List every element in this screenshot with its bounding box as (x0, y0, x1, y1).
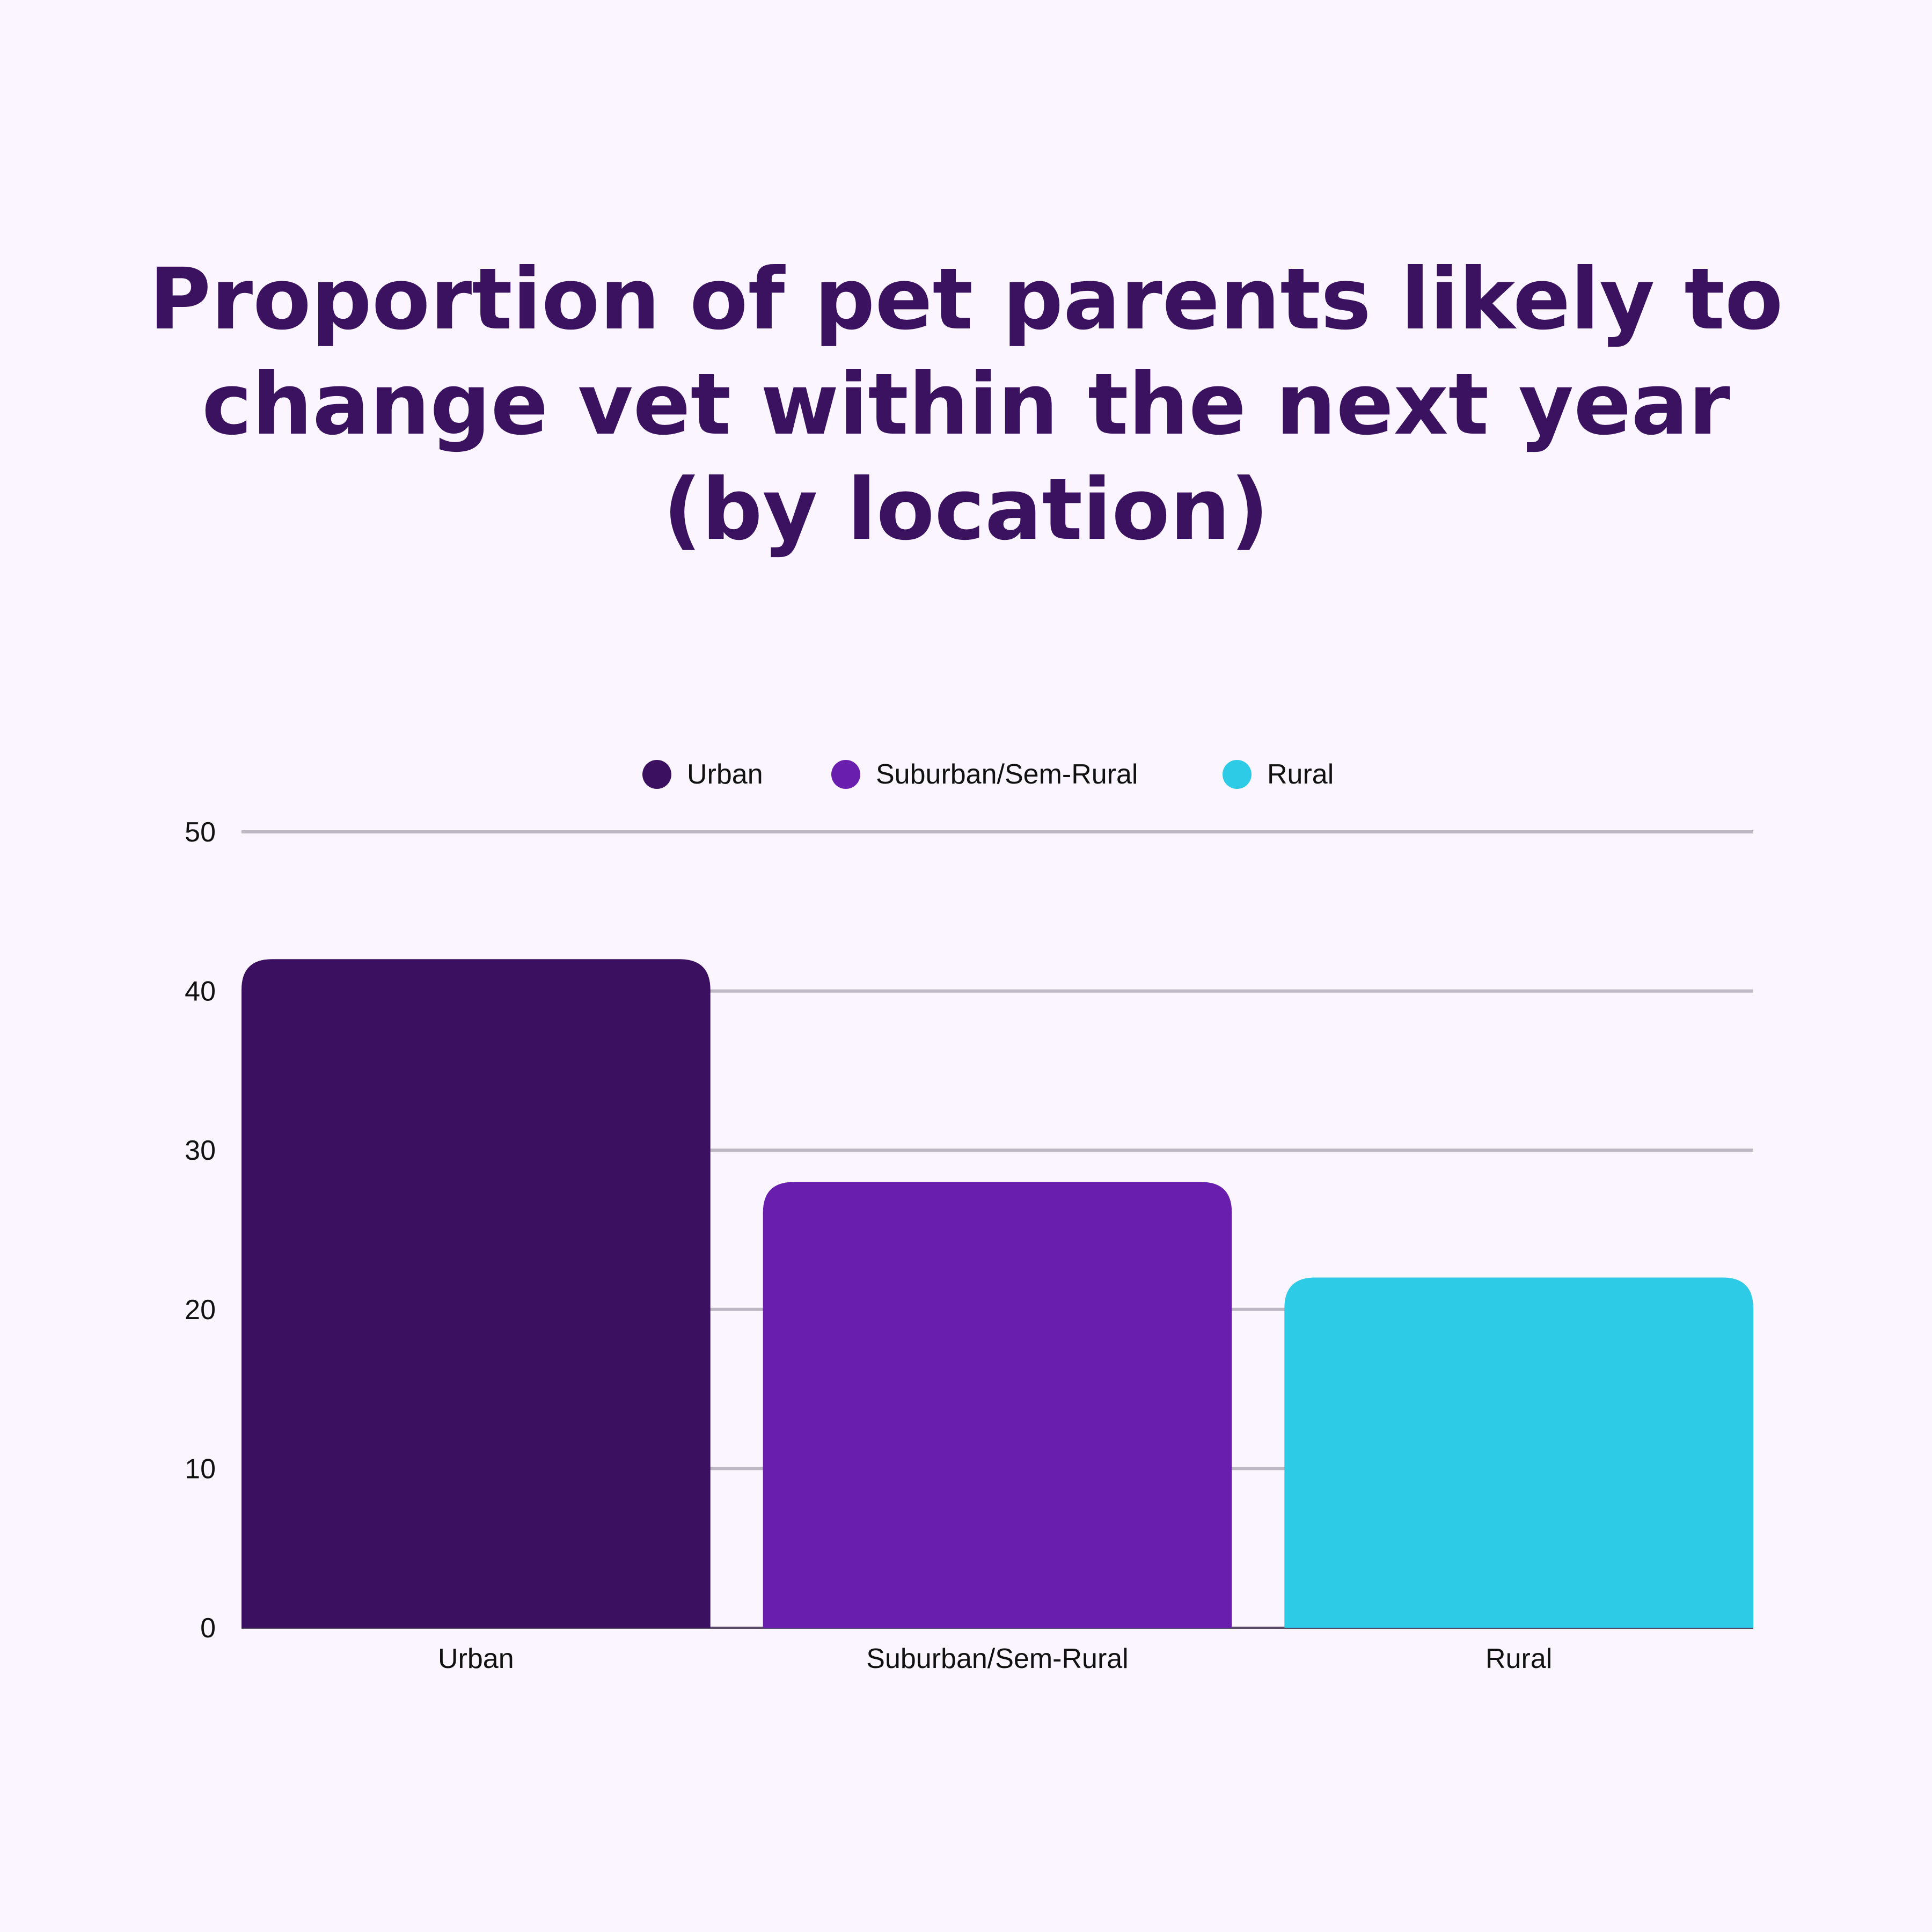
bar-rural (1284, 1277, 1753, 1628)
legend-label: Suburban/Sem-Rural (876, 759, 1138, 790)
y-tick-label: 20 (185, 1294, 216, 1326)
legend-swatch (1223, 760, 1252, 789)
x-tick-label: Urban (438, 1643, 514, 1674)
y-tick-label: 0 (200, 1613, 216, 1644)
legend-label: Urban (687, 759, 763, 790)
bar-urban (241, 959, 711, 1628)
x-tick-label: Rural (1485, 1643, 1552, 1674)
chart-title-line-2: change vet within the next year (202, 355, 1730, 454)
legend-swatch (831, 760, 860, 789)
y-tick-label: 30 (185, 1135, 216, 1166)
bar-suburban-sem-rural (763, 1182, 1232, 1628)
legend-swatch (642, 760, 671, 789)
x-tick-label: Suburban/Sem-Rural (866, 1643, 1128, 1674)
chart-title-line-1: Proportion of pet parents likely to (149, 250, 1783, 349)
legend-label: Rural (1267, 759, 1334, 790)
y-tick-label: 40 (185, 976, 216, 1007)
y-tick-label: 50 (185, 817, 216, 848)
chart-title-line-3: (by location) (663, 460, 1269, 559)
y-tick-label: 10 (185, 1453, 216, 1484)
